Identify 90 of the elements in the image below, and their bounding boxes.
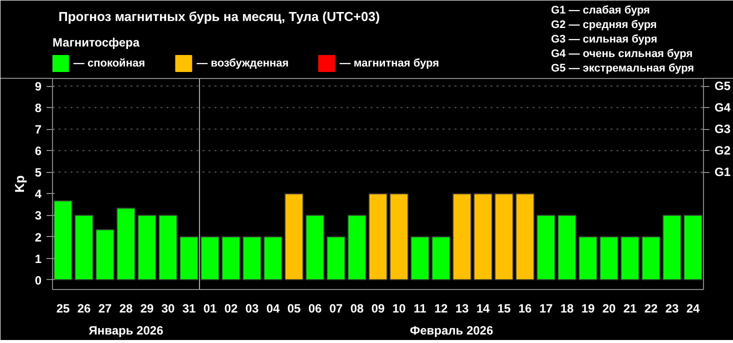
y-tick-label: 9 [34, 80, 42, 94]
x-tick-label: 31 [182, 302, 196, 316]
bar [641, 236, 661, 280]
bar [389, 193, 409, 280]
chart-title: Прогноз магнитных бурь на месяц, Тула (UTC+03) [58, 9, 380, 24]
x-tick-label: 08 [350, 302, 364, 316]
y-tick-label: 6 [34, 144, 42, 158]
bar [368, 193, 388, 280]
bar [74, 214, 94, 280]
x-tick-label: 03 [245, 302, 259, 316]
bar [515, 193, 535, 280]
y-tick-label: 0 [34, 273, 42, 288]
x-tick-label: 28 [119, 302, 133, 316]
x-tick-label: 09 [371, 302, 385, 316]
y-tick-label: 4 [34, 187, 42, 202]
bar [662, 214, 682, 280]
ref-line-label: G2 [714, 144, 731, 158]
x-tick-label: 11 [414, 302, 427, 316]
ref-line-label: G3 [714, 122, 731, 136]
bar [557, 214, 577, 280]
text: G1 — слабая буря [550, 4, 650, 16]
bar [494, 193, 514, 280]
bar [599, 236, 619, 280]
x-tick-label: 26 [77, 302, 91, 316]
x-tick-label: 18 [560, 302, 574, 316]
x-tick-label: 23 [665, 302, 679, 316]
bar [95, 229, 115, 280]
y-tick-label: 5 [34, 166, 42, 180]
bar [221, 236, 241, 280]
bar [347, 214, 367, 280]
x-tick-label: 21 [623, 302, 637, 316]
x-tick-label: 06 [308, 302, 322, 316]
bar [473, 193, 493, 280]
x-tick-label: 16 [518, 302, 532, 316]
bar [326, 236, 346, 280]
x-tick-label: 07 [329, 302, 343, 316]
bar [305, 214, 325, 280]
x-tick-label: 04 [266, 302, 280, 316]
x-tick-label: 15 [497, 302, 511, 316]
bar [242, 236, 262, 280]
legend-title: Магнитосфера [52, 36, 140, 50]
x-tick-label: 17 [539, 302, 553, 316]
bar [431, 236, 451, 280]
bar [284, 193, 304, 280]
x-tick-label: 01 [203, 302, 217, 316]
text: Февраль 2026 [410, 324, 494, 338]
x-tick-label: 20 [602, 302, 616, 316]
x-tick-label: 30 [161, 302, 175, 316]
x-tick-label: 14 [476, 302, 490, 316]
bar [536, 214, 556, 280]
x-tick-label: 02 [224, 302, 238, 316]
y-axis-title: Kp [12, 175, 27, 193]
legend-label: — возбужденная [196, 58, 289, 70]
ref-line-label: G1 [714, 165, 731, 180]
x-tick-label: 24 [686, 302, 700, 316]
text: G2 — средняя буря [550, 19, 657, 31]
x-tick-label: 12 [434, 302, 448, 316]
bar [452, 193, 472, 280]
ref-line-label: G4 [714, 100, 731, 115]
y-tick-label: 2 [34, 230, 42, 244]
bar [620, 236, 640, 280]
legend-label: — магнитная буря [340, 58, 440, 70]
x-tick-label: 19 [581, 302, 595, 316]
text: G3 — сильная буря [550, 34, 658, 46]
bar [158, 214, 178, 280]
bar [179, 236, 199, 280]
bar [137, 214, 157, 280]
x-tick-label: 10 [392, 302, 406, 316]
x-tick-label: 29 [140, 302, 154, 316]
x-tick-label: 22 [644, 302, 658, 316]
text: G4 — очень сильная буря [550, 48, 693, 60]
x-tick-label: 05 [287, 302, 301, 316]
legend-label: — спокойная [73, 58, 145, 70]
bar [263, 236, 283, 280]
bar [410, 236, 430, 280]
x-tick-label: 27 [98, 302, 112, 316]
bar [683, 214, 703, 280]
y-tick-label: 1 [34, 252, 42, 266]
x-tick-label: 25 [56, 302, 70, 316]
x-tick-label: 13 [455, 302, 469, 316]
bar [200, 236, 220, 280]
bar [578, 236, 598, 280]
y-tick-label: 8 [34, 101, 42, 116]
ref-line-label: G5 [714, 79, 731, 94]
y-tick-label: 3 [34, 208, 42, 223]
bar [116, 208, 136, 280]
y-tick-label: 7 [34, 122, 42, 137]
text: G5 — экстремальная буря [550, 62, 694, 74]
bar [53, 200, 73, 280]
text: Январь 2026 [88, 324, 164, 338]
